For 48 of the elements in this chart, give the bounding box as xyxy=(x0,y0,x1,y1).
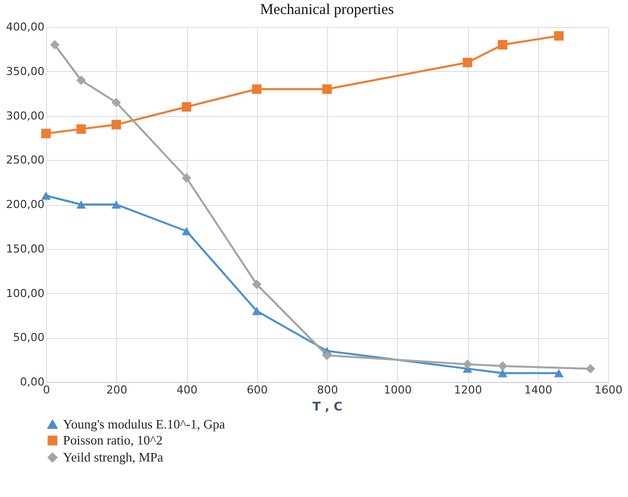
y-tick-label: 350,00 xyxy=(6,64,44,78)
y-tick-label: 250,00 xyxy=(6,154,44,167)
x-tick-label: 0 xyxy=(43,384,50,396)
x-tick-label: 800 xyxy=(317,384,338,396)
point xyxy=(182,173,192,183)
point xyxy=(50,40,60,50)
y-tick-label: 150,00 xyxy=(6,242,44,256)
chart-title: Mechanical properties xyxy=(260,2,394,18)
point xyxy=(322,84,332,94)
x-tick-label: 1000 xyxy=(384,384,412,396)
x-tick-label: 600 xyxy=(246,384,268,396)
x-axis-title: T , C xyxy=(312,400,343,414)
point xyxy=(112,98,121,108)
point xyxy=(41,128,51,138)
x-tick-label: 1400 xyxy=(524,384,552,396)
point xyxy=(498,361,508,371)
point xyxy=(182,102,192,112)
point xyxy=(498,369,508,378)
point xyxy=(112,120,121,130)
y-tick-label: 0,00 xyxy=(20,376,44,388)
point xyxy=(182,227,192,236)
legend-label: Yeild strengh, MPa xyxy=(63,450,164,464)
point xyxy=(322,350,332,360)
legend-label: Poisson ratio, 10^2 xyxy=(63,432,163,448)
y-tick-label: 100,00 xyxy=(6,286,44,300)
point xyxy=(252,280,262,290)
y-tick-label: 50,00 xyxy=(13,331,44,344)
x-tick-label: 200 xyxy=(106,384,128,396)
point xyxy=(462,58,472,68)
point xyxy=(41,192,51,200)
point xyxy=(76,124,86,134)
x-tick-label: 1200 xyxy=(454,384,482,396)
point xyxy=(554,31,564,41)
point xyxy=(252,84,262,94)
point xyxy=(252,306,262,316)
y-tick-label: 400,00 xyxy=(6,20,44,34)
point xyxy=(498,40,508,50)
point xyxy=(586,364,596,374)
y-tick-label: 300,00 xyxy=(6,109,44,122)
point xyxy=(76,76,86,85)
point xyxy=(76,200,86,209)
point xyxy=(462,360,472,369)
x-tick-label: 1600 xyxy=(594,384,622,396)
x-tick-label: 400 xyxy=(176,384,198,396)
point xyxy=(112,200,121,209)
legend-label: Young's modulus E.10^-1, Gpa xyxy=(63,416,226,432)
point xyxy=(554,369,564,378)
y-tick-label: 200,00 xyxy=(6,198,44,211)
